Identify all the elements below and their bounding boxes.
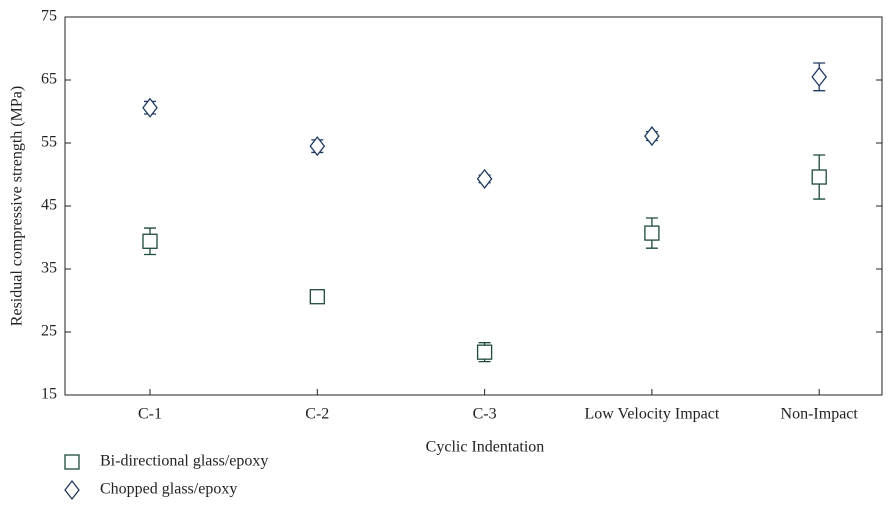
plot-frame — [64, 16, 883, 396]
data-point — [811, 66, 828, 87]
x-axis-label: Cyclic Indentation — [426, 439, 545, 456]
data-point — [309, 136, 326, 157]
data-point — [644, 126, 660, 147]
y-tick-label: 15 — [41, 386, 57, 403]
y-tick-label: 65 — [41, 71, 57, 88]
legend-marker — [64, 454, 80, 470]
y-tick-label: 55 — [41, 134, 57, 151]
y-axis-label: Residual compressive strength (MPa) — [9, 86, 26, 326]
y-tick-label: 75 — [41, 8, 57, 25]
data-point — [476, 344, 493, 360]
data-point — [644, 225, 660, 241]
y-tick-label: 45 — [41, 197, 57, 214]
data-point — [476, 168, 493, 189]
data-point — [142, 233, 158, 249]
y-tick-label: 25 — [41, 323, 57, 340]
data-point — [811, 169, 827, 185]
legend-marker — [64, 479, 80, 501]
data-point — [142, 97, 158, 118]
x-tick-label: C-3 — [473, 406, 497, 423]
x-tick-label: C-1 — [138, 406, 162, 423]
x-tick-label: C-2 — [305, 406, 329, 423]
x-tick-label: Low Velocity Impact — [585, 406, 720, 423]
legend-label: Chopped glass/epoxy — [100, 481, 237, 498]
x-tick-label: Non-Impact — [781, 406, 859, 423]
legend-label: Bi-directional glass/epoxy — [100, 453, 268, 470]
data-point — [309, 289, 325, 305]
y-tick-label: 35 — [41, 260, 57, 277]
